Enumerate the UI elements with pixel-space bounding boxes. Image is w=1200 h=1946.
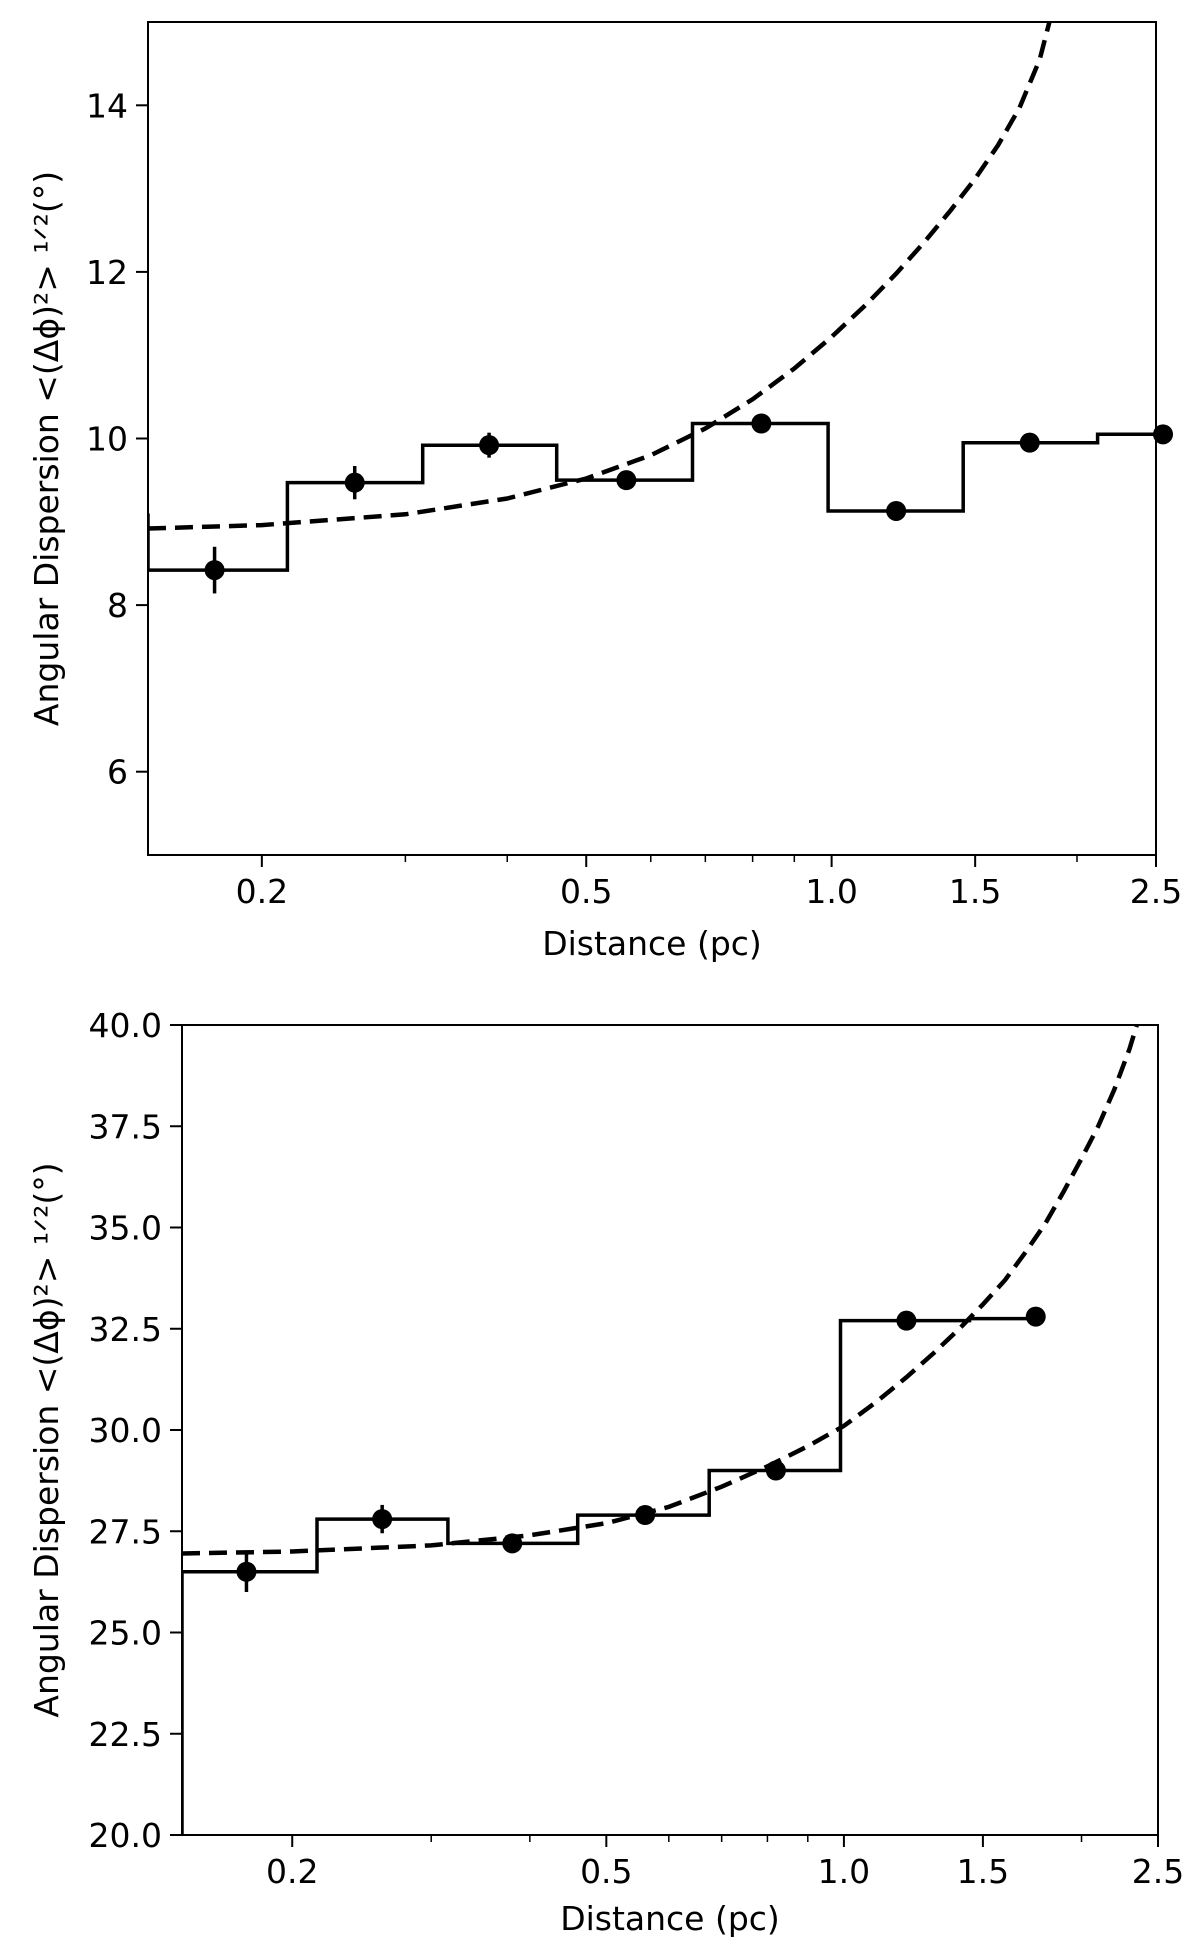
data-point <box>502 1533 523 1554</box>
y-tick-label: 32.5 <box>89 1310 162 1349</box>
y-tick-label: 8 <box>107 586 128 625</box>
data-point <box>236 1561 257 1582</box>
x-tick-label: 2.5 <box>1132 1852 1184 1891</box>
data-point <box>765 1460 786 1481</box>
y-tick-label: 35.0 <box>89 1209 162 1248</box>
x-tick-label: 0.5 <box>560 872 612 911</box>
x-axis-label: Distance (pc) <box>542 924 762 963</box>
y-tick-label: 37.5 <box>89 1107 162 1146</box>
y-axis-label: Angular Dispersion <(Δϕ)²> ¹ᐟ²(°) <box>27 171 66 726</box>
x-tick-label: 0.5 <box>580 1852 632 1891</box>
data-point <box>751 413 772 434</box>
plot-area <box>182 1025 1139 1835</box>
x-tick-label: 0.2 <box>236 872 288 911</box>
data-point <box>204 560 225 581</box>
y-tick-label: 25.0 <box>89 1614 162 1653</box>
data-point <box>1019 432 1040 453</box>
y-tick-label: 12 <box>86 253 128 292</box>
fit-curve-dashed <box>182 1025 1139 1556</box>
data-point <box>616 470 637 491</box>
histogram-step-line <box>182 1318 972 1835</box>
y-tick-label: 14 <box>86 86 128 125</box>
y-tick-label: 27.5 <box>89 1512 162 1551</box>
y-tick-label: 10 <box>86 420 128 459</box>
data-point <box>479 435 500 456</box>
x-axis-label: Distance (pc) <box>560 1899 780 1938</box>
x-tick-label: 1.0 <box>818 1852 870 1891</box>
y-tick-label: 6 <box>107 753 128 792</box>
axes-frame <box>181 1024 1159 1836</box>
histogram-step-line <box>148 421 1156 572</box>
x-tick-label: 1.0 <box>805 872 857 911</box>
data-point <box>344 472 365 493</box>
plot-area <box>148 22 1156 572</box>
fit-curve-dashed <box>148 22 1052 531</box>
y-tick-label: 30.0 <box>89 1411 162 1450</box>
data-point <box>372 1509 393 1530</box>
data-point <box>1153 424 1174 445</box>
data-point <box>635 1505 656 1526</box>
y-tick-label: 40.0 <box>89 1006 162 1045</box>
bottom-panel: 0.2 0.5 1.0 1.5 2.5 20.0 22.5 25.0 27.5 30.0 32.5 3… <box>27 1006 1184 1938</box>
x-tick-label: 1.5 <box>949 872 1001 911</box>
x-tick-label: 2.5 <box>1130 872 1182 911</box>
x-tick-label: 0.2 <box>266 1852 318 1891</box>
data-point <box>896 1310 917 1331</box>
axes-frame <box>147 21 1157 856</box>
top-panel: 0.2 0.5 1.0 1.5 2.5 6 8 10 12 14 Distance (pc) Angu… <box>27 21 1182 963</box>
y-tick-label: 22.5 <box>89 1715 162 1754</box>
y-tick-label: 20.0 <box>89 1816 162 1855</box>
data-point <box>1025 1306 1046 1327</box>
y-axis-label: Angular Dispersion <(Δϕ)²> ¹ᐟ²(°) <box>27 1162 66 1717</box>
data-point <box>886 500 907 521</box>
x-tick-label: 1.5 <box>957 1852 1009 1891</box>
